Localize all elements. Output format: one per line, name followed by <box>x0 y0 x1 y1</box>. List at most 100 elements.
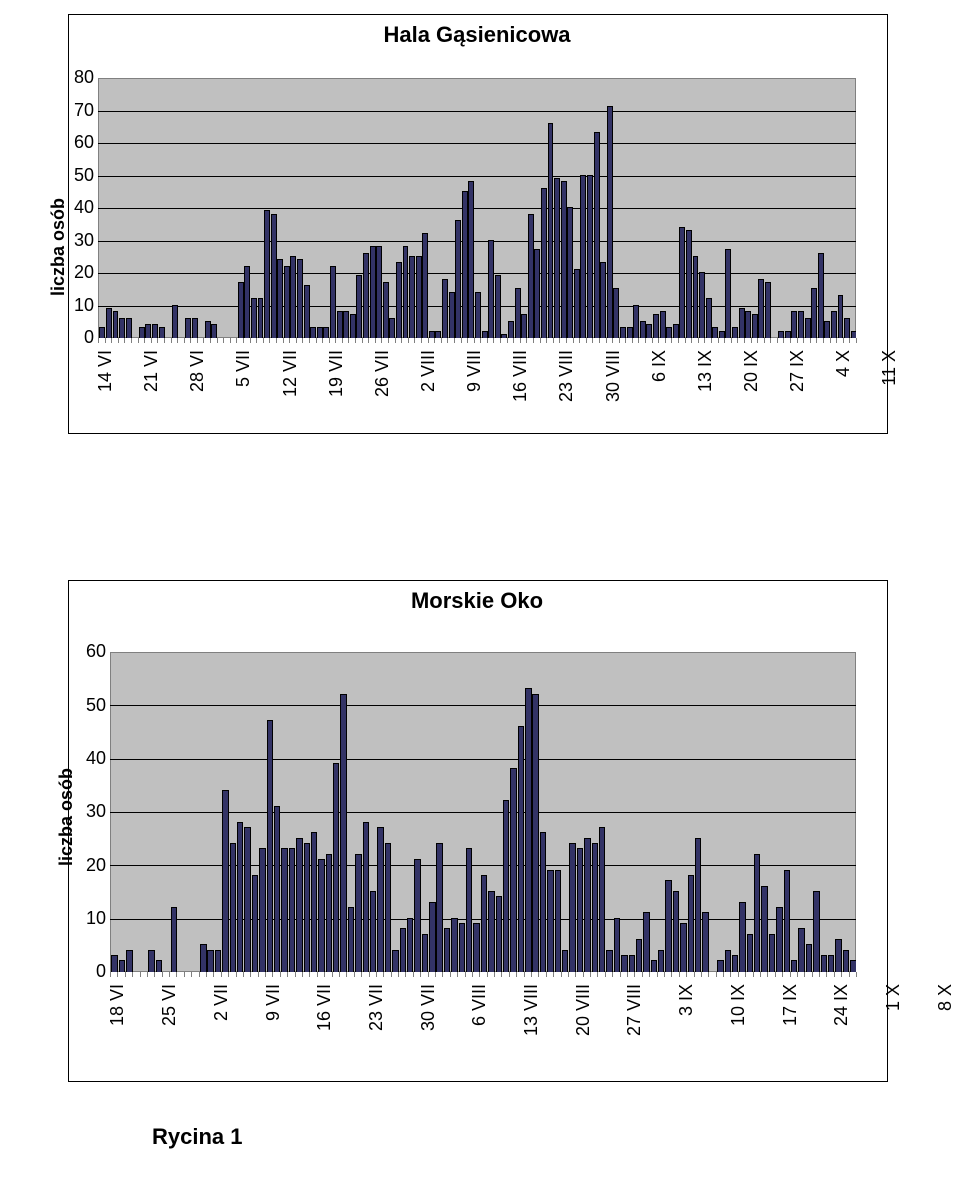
bar <box>215 950 221 972</box>
x-minor-tick <box>369 972 370 977</box>
x-minor-tick <box>335 338 336 343</box>
x-minor-tick <box>745 972 746 977</box>
x-tick-label: 2 VIII <box>418 350 439 392</box>
x-minor-tick <box>671 972 672 977</box>
x-minor-tick <box>757 338 758 343</box>
x-tick-label: 30 VIII <box>603 350 624 402</box>
bar <box>192 318 198 339</box>
y-tick-label: 0 <box>60 327 94 348</box>
x-minor-tick <box>716 972 717 977</box>
bar <box>653 314 659 338</box>
x-minor-tick <box>723 972 724 977</box>
bar <box>376 246 382 338</box>
x-minor-tick <box>559 338 560 343</box>
bar <box>658 950 664 972</box>
bar <box>702 912 708 972</box>
bar <box>145 324 151 338</box>
bar <box>851 331 856 339</box>
bar <box>739 902 745 972</box>
bar <box>555 870 561 972</box>
bar <box>495 275 501 338</box>
x-minor-tick <box>533 338 534 343</box>
x-minor-tick <box>413 972 414 977</box>
bar <box>350 314 356 338</box>
x-tick-label: 28 VI <box>187 350 208 392</box>
bar <box>831 311 837 338</box>
bar <box>311 832 317 972</box>
x-minor-tick <box>760 972 761 977</box>
bar <box>407 918 413 972</box>
x-minor-tick <box>507 338 508 343</box>
x-minor-tick <box>447 338 448 343</box>
bar <box>592 843 598 972</box>
x-minor-tick <box>830 338 831 343</box>
x-minor-tick <box>428 338 429 343</box>
bar <box>304 843 310 972</box>
bar <box>481 875 487 972</box>
bar <box>237 822 243 972</box>
bar <box>717 960 723 972</box>
y-tick-label: 50 <box>72 695 106 716</box>
x-minor-tick <box>487 338 488 343</box>
x-minor-tick <box>753 972 754 977</box>
x-tick-label: 6 IX <box>649 350 670 382</box>
x-minor-tick <box>230 338 231 343</box>
bar <box>363 822 369 972</box>
x-minor-tick <box>217 338 218 343</box>
bar <box>844 318 850 339</box>
bar <box>148 950 154 972</box>
bar <box>521 314 527 338</box>
bar <box>422 233 428 338</box>
bar <box>409 256 415 338</box>
x-minor-tick <box>243 972 244 977</box>
bar <box>317 327 323 338</box>
x-minor-tick <box>408 338 409 343</box>
bar <box>113 311 119 338</box>
x-tick-label: 2 VII <box>211 984 232 1021</box>
x-minor-tick <box>283 338 284 343</box>
x-minor-tick <box>546 338 547 343</box>
bar <box>798 928 804 972</box>
x-minor-tick <box>708 972 709 977</box>
bar <box>688 875 694 972</box>
plot-area <box>98 78 856 338</box>
x-tick-label: 14 VI <box>95 350 116 392</box>
x-minor-tick <box>775 972 776 977</box>
x-tick-label: 18 VI <box>107 984 128 1026</box>
bar <box>284 266 290 339</box>
x-tick-label: 23 VIII <box>556 350 577 402</box>
bar <box>646 324 652 338</box>
bar <box>752 314 758 338</box>
x-minor-tick <box>724 338 725 343</box>
bar <box>747 934 753 972</box>
x-minor-tick <box>395 338 396 343</box>
x-tick-label: 19 VII <box>326 350 347 397</box>
x-minor-tick <box>98 338 99 343</box>
bar <box>791 311 797 338</box>
x-minor-tick <box>376 972 377 977</box>
x-tick-label: 10 IX <box>728 984 749 1026</box>
bar <box>613 288 619 338</box>
x-minor-tick <box>184 338 185 343</box>
x-minor-tick <box>812 972 813 977</box>
bar <box>126 950 132 972</box>
bar <box>348 907 354 972</box>
x-minor-tick <box>803 338 804 343</box>
bar <box>488 891 494 972</box>
bar <box>310 327 316 338</box>
bar <box>211 324 217 338</box>
x-minor-tick <box>701 972 702 977</box>
bar <box>356 275 362 338</box>
x-minor-tick <box>131 338 132 343</box>
x-tick-label: 23 VII <box>366 984 387 1031</box>
bar <box>824 321 830 338</box>
x-minor-tick <box>797 972 798 977</box>
y-axis-label: liczba osób <box>48 198 69 296</box>
bar <box>791 960 797 972</box>
x-minor-tick <box>664 972 665 977</box>
x-minor-tick <box>171 338 172 343</box>
x-minor-tick <box>265 972 266 977</box>
bar <box>126 318 132 339</box>
bar <box>355 854 361 972</box>
bar <box>289 848 295 972</box>
